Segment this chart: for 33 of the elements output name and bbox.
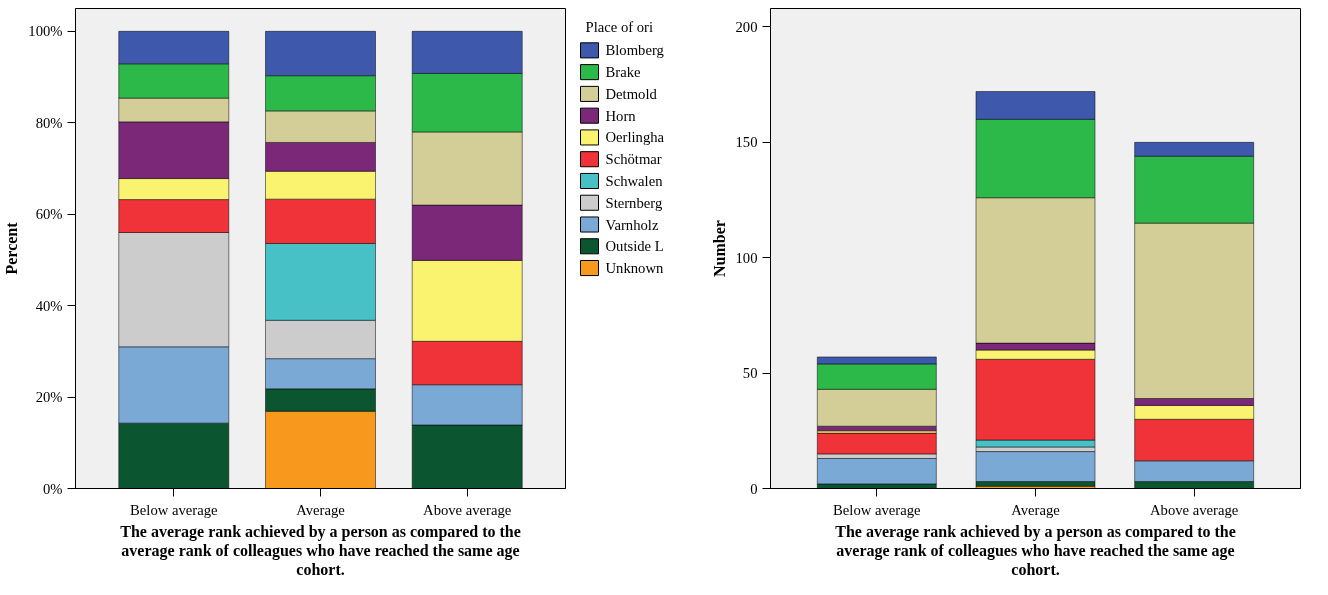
y-tick-label: 150	[735, 134, 758, 151]
y-axis-title: Percent	[3, 221, 21, 275]
y-tick-label: 100%	[28, 23, 63, 40]
legend-label: Brake	[605, 64, 641, 81]
y-tick-label: 40%	[35, 297, 63, 314]
legend-label: Schötmar	[605, 151, 662, 168]
legend-title: Place of ori	[585, 18, 654, 35]
y-tick-label: 200	[735, 18, 758, 35]
legend-label: Sternberg	[605, 194, 663, 211]
legend-label: Unknown	[605, 260, 664, 277]
legend-label: Outside L	[605, 238, 664, 255]
legend-label: Blomberg	[605, 42, 665, 59]
legend-label: Horn	[605, 107, 637, 124]
x-tick-label: Below average	[130, 501, 218, 518]
legend-label: Schwalen	[605, 172, 664, 189]
x-tick-label: Below average	[833, 501, 921, 518]
y-tick-label: 0	[750, 480, 758, 497]
legend-label: Oerlingha	[605, 129, 665, 146]
x-tick-label: Average	[1011, 501, 1060, 518]
x-tick-label: Above average	[1150, 501, 1239, 518]
x-tick-label: Above average	[423, 501, 512, 518]
y-tick-label: 60%	[35, 206, 63, 223]
y-tick-label: 50	[742, 365, 758, 382]
y-axis-title: Number	[710, 220, 728, 277]
legend-label: Detmold	[605, 85, 658, 102]
x-tick-label: Average	[296, 501, 345, 518]
y-tick-label: 100	[735, 249, 758, 266]
y-tick-label: 0%	[42, 480, 63, 497]
legend-label: Varnholz	[605, 216, 659, 233]
x-axis-title: The average rank achieved by a person as compared to the average rank of colleagues who have reached the same age cohort.	[120, 522, 521, 578]
y-tick-label: 20%	[35, 389, 63, 406]
x-axis-title: The average rank achieved by a person as compared to the average rank of colleagues who have reached the same age cohort.	[835, 522, 1236, 578]
y-tick-label: 80%	[35, 114, 63, 131]
